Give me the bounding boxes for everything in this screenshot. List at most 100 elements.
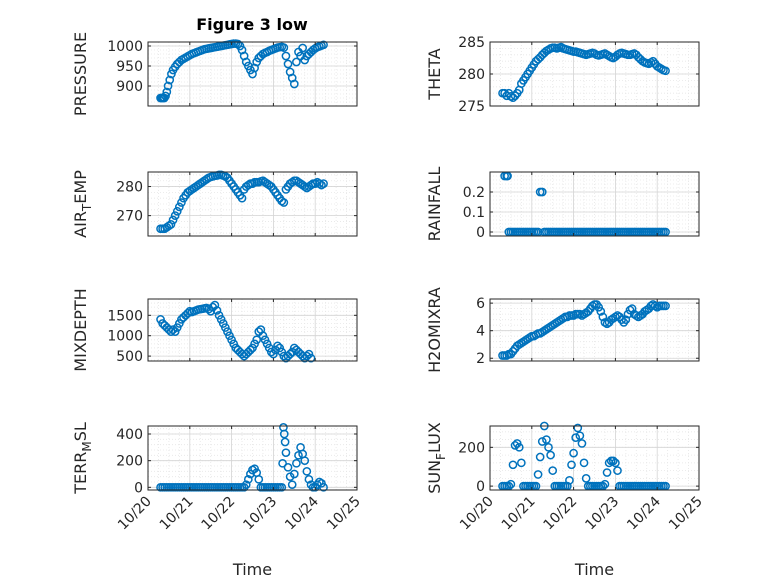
axes-box (147, 425, 358, 491)
data-point (304, 474, 314, 484)
data-point (319, 482, 328, 492)
data-point (533, 470, 543, 479)
data-point (278, 458, 287, 468)
x-axis-label: Time (574, 560, 614, 579)
data-point (573, 423, 583, 433)
y-tick-label: 1000 (107, 39, 143, 55)
data-point (565, 475, 574, 485)
data-point (510, 441, 520, 450)
data-point (166, 220, 176, 229)
data-point (289, 79, 299, 89)
data-point (508, 460, 518, 470)
data-point (246, 345, 255, 355)
data-point (537, 187, 547, 197)
data-point (287, 480, 297, 490)
data-point (315, 179, 324, 188)
y-axis-label: MIXDEPTH (71, 288, 90, 371)
data-point (611, 458, 620, 468)
data-point (210, 300, 220, 310)
data-point (648, 56, 658, 66)
data-point (241, 480, 251, 490)
axes-box (147, 298, 358, 362)
data-point (177, 198, 186, 207)
data-point (602, 468, 612, 477)
data-point (581, 474, 591, 483)
data-point (608, 456, 618, 466)
y-tick-label: 270 (116, 209, 143, 225)
y-axis-label: RAINFALL (425, 167, 444, 242)
data-point (277, 482, 287, 492)
data-point (621, 315, 631, 325)
data-point (579, 458, 589, 468)
data-point (317, 180, 326, 190)
data-point (289, 469, 299, 479)
y-tick-label: 280 (458, 67, 485, 83)
data-point (168, 325, 178, 334)
data-point (279, 43, 289, 52)
y-tick-label: 2 (476, 351, 485, 367)
y-tick-label: 6 (476, 296, 485, 312)
y-tick-label: 200 (116, 454, 143, 470)
data-point (161, 91, 170, 101)
y-axis-label: AIRTEMP (71, 170, 94, 238)
data-point (281, 448, 291, 458)
data-point (233, 39, 243, 49)
data-point (600, 479, 610, 489)
data-point (287, 177, 297, 187)
data-point (623, 309, 633, 319)
y-tick-label: 0 (134, 480, 143, 496)
axes-box (147, 41, 358, 107)
data-point (175, 202, 184, 212)
y-tick-label: 400 (116, 427, 143, 443)
y-axis-label: H2OMIXRA (425, 287, 444, 373)
axes-box (489, 298, 700, 362)
data-point (535, 452, 545, 462)
data-point (542, 435, 551, 444)
y-tick-label: 900 (116, 79, 143, 95)
data-point (281, 51, 291, 61)
data-point (254, 474, 264, 484)
data-point (546, 450, 555, 460)
data-point (510, 91, 520, 101)
data-point (168, 215, 178, 225)
y-tick-label: 950 (116, 59, 143, 75)
data-point (300, 456, 310, 466)
axes-box (489, 171, 700, 237)
data-point (285, 349, 295, 359)
y-axis-label: TERRMSL (71, 422, 94, 495)
data-point (280, 437, 290, 447)
axes-box (147, 171, 358, 237)
data-point (596, 307, 606, 316)
data-point (661, 66, 670, 76)
plot-area (490, 426, 699, 490)
subplot-4: 0 0.1 0.2 RAINFALL (425, 167, 700, 242)
data-point (167, 69, 176, 79)
y-tick-label: 4 (476, 324, 485, 340)
subplot-2: 275 280 285 THETA (425, 35, 700, 115)
data-point (302, 351, 312, 361)
data-point (544, 442, 553, 452)
data-point (283, 462, 293, 472)
data-point (506, 479, 516, 489)
y-axis-label: SUNFLUX (425, 422, 448, 494)
data-point (571, 433, 581, 442)
data-point (292, 57, 301, 67)
data-point (279, 198, 289, 207)
y-tick-label: 0 (476, 479, 485, 495)
data-point (162, 87, 172, 97)
data-point (252, 335, 262, 345)
data-point (575, 431, 585, 441)
data-point (302, 466, 312, 476)
y-tick-label: 275 (458, 99, 485, 115)
y-tick-label: 1500 (107, 308, 143, 324)
data-point (237, 193, 247, 203)
data-point (172, 206, 182, 216)
y-axis-label: THETA (425, 48, 444, 100)
figure-title: Figure 3 low (196, 15, 308, 34)
data-point (569, 448, 578, 458)
subplot-1: 900 950 1000 PRESSURE (71, 32, 358, 116)
data-point (517, 458, 526, 468)
data-point (212, 306, 222, 315)
x-axis-label: Time (232, 560, 272, 579)
